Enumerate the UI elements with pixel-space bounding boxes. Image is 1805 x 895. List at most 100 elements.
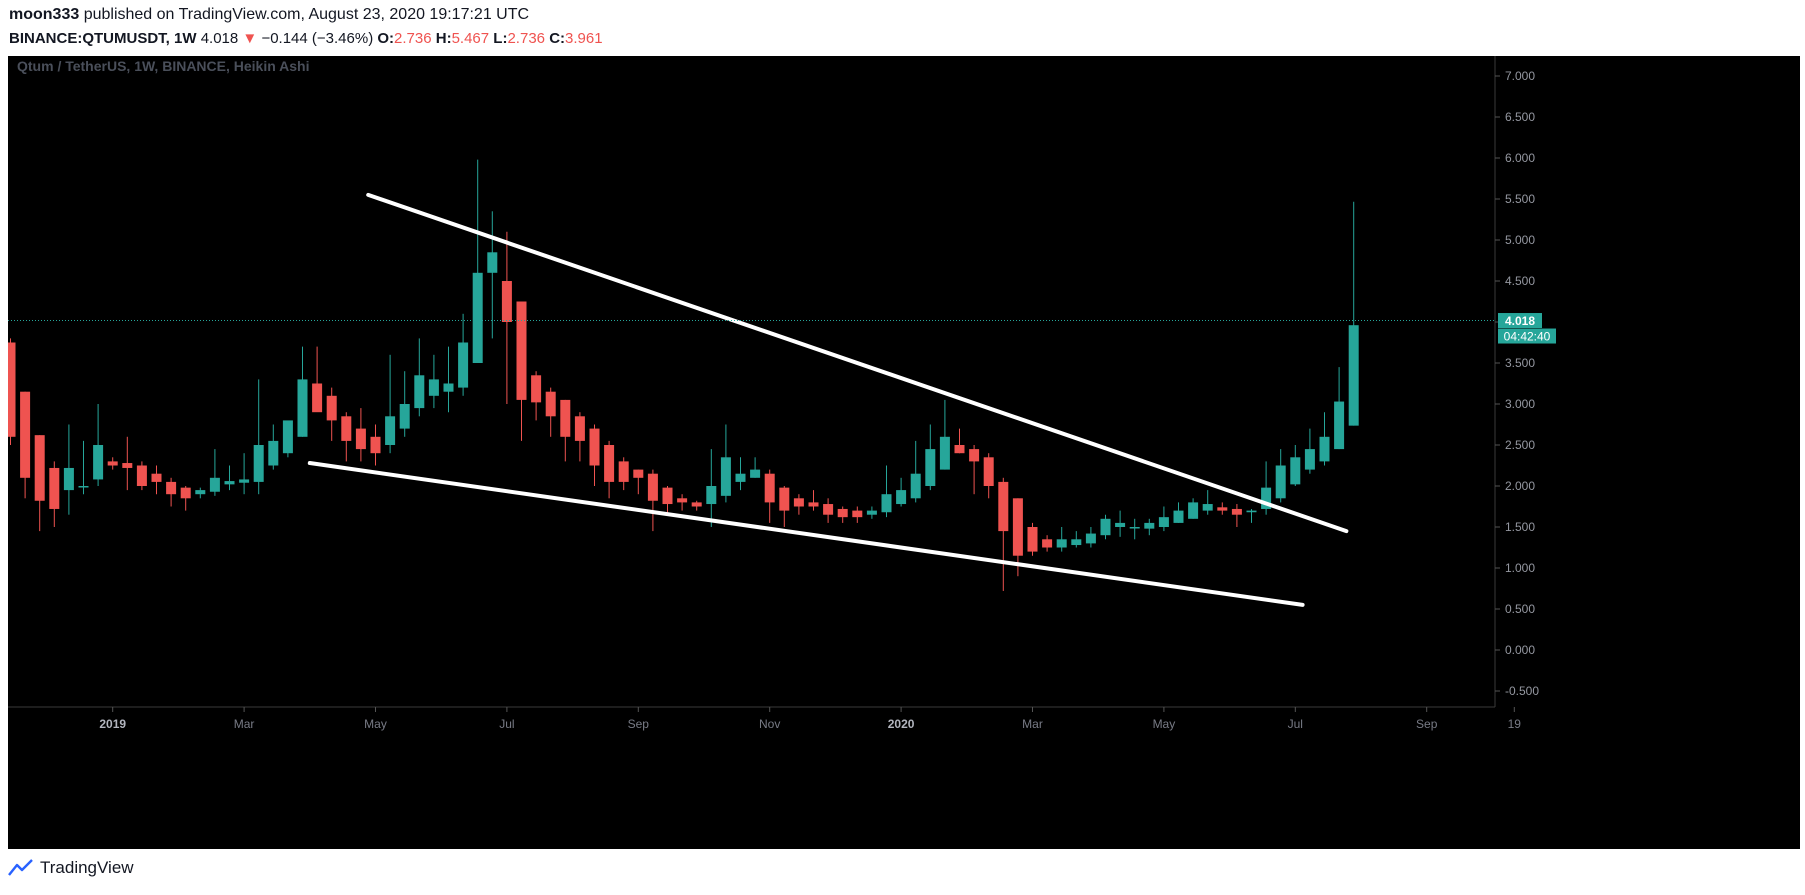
candle-body[interactable] — [472, 272, 483, 363]
candle-body[interactable] — [574, 416, 585, 441]
candle-body[interactable] — [1231, 508, 1242, 515]
candle-body[interactable] — [78, 486, 89, 488]
candle-body[interactable] — [1334, 401, 1345, 450]
candle-body[interactable] — [458, 342, 469, 388]
candle-body[interactable] — [1129, 527, 1140, 529]
candle-body[interactable] — [1100, 518, 1111, 536]
candle-body[interactable] — [122, 463, 133, 468]
candle-body[interactable] — [253, 445, 264, 482]
candle-body[interactable] — [925, 449, 936, 486]
candle-body[interactable] — [939, 436, 950, 470]
candle-body[interactable] — [297, 379, 308, 437]
candle-body[interactable] — [34, 435, 45, 501]
candle-body[interactable] — [487, 252, 498, 273]
candle-body[interactable] — [779, 487, 790, 511]
candle-body[interactable] — [282, 420, 293, 454]
candle-body[interactable] — [8, 342, 16, 437]
candle-body[interactable] — [1319, 436, 1330, 462]
candle-body[interactable] — [1158, 517, 1169, 527]
candle-body[interactable] — [1085, 533, 1096, 544]
candle-body[interactable] — [428, 379, 439, 396]
candle-body[interactable] — [691, 502, 702, 507]
candle-body[interactable] — [107, 461, 118, 466]
candle-body[interactable] — [516, 301, 527, 400]
candle-body[interactable] — [910, 473, 921, 499]
candle-body[interactable] — [180, 487, 191, 499]
candle-body[interactable] — [677, 498, 688, 503]
candle-body[interactable] — [341, 416, 352, 441]
candle-body[interactable] — [355, 428, 366, 450]
tradingview-brand[interactable]: TradingView — [40, 858, 134, 877]
candle-body[interactable] — [1042, 539, 1053, 548]
candle-body[interactable] — [1144, 522, 1155, 529]
candle-body[interactable] — [545, 391, 556, 417]
candle-body[interactable] — [1275, 465, 1286, 499]
candle-body[interactable] — [793, 498, 804, 507]
candle-body[interactable] — [837, 508, 848, 518]
candle-body[interactable] — [136, 465, 147, 487]
candle-body[interactable] — [618, 461, 629, 482]
candle-body[interactable] — [969, 449, 980, 462]
candle-body[interactable] — [1056, 539, 1067, 548]
candle-body[interactable] — [326, 395, 337, 421]
candle-body[interactable] — [764, 473, 775, 503]
candle-body[interactable] — [63, 467, 74, 491]
candle-body[interactable] — [1173, 510, 1184, 523]
candle-body[interactable] — [443, 383, 454, 392]
candle-body[interactable] — [720, 457, 731, 496]
candle-body[interactable] — [662, 487, 673, 505]
candle-body[interactable] — [633, 469, 644, 478]
candle-body[interactable] — [852, 510, 863, 518]
candle-body[interactable] — [268, 440, 279, 466]
candle-body[interactable] — [166, 481, 177, 495]
candle-body[interactable] — [531, 375, 542, 403]
symbol-name[interactable]: BINANCE:QTUMUSDT — [9, 30, 166, 47]
price-chart[interactable]: Qtum / TetherUS, 1W, BINANCE, Heikin Ash… — [8, 56, 1800, 849]
candle-body[interactable] — [20, 391, 31, 478]
candle-body[interactable] — [312, 383, 323, 413]
candle-body[interactable] — [1261, 487, 1272, 509]
candle-body[interactable] — [1217, 507, 1228, 511]
candle-body[interactable] — [998, 481, 1009, 532]
candle-body[interactable] — [1290, 457, 1301, 485]
candle-body[interactable] — [866, 510, 877, 515]
candle-body[interactable] — [750, 469, 761, 478]
candle-body[interactable] — [735, 473, 746, 482]
candle-body[interactable] — [1348, 325, 1359, 426]
candle-body[interactable] — [983, 457, 994, 486]
candle-body[interactable] — [808, 502, 819, 507]
low-value: 2.736 — [507, 30, 546, 47]
candle-body[interactable] — [954, 445, 965, 454]
candle-body[interactable] — [1012, 498, 1023, 556]
candle-body[interactable] — [370, 436, 381, 454]
candle-body[interactable] — [414, 375, 425, 409]
candle-body[interactable] — [49, 467, 60, 509]
candle-body[interactable] — [93, 445, 104, 480]
candle-body[interactable] — [209, 477, 220, 492]
lower-trendline[interactable] — [307, 461, 1305, 607]
candle-body[interactable] — [881, 494, 892, 513]
candle-body[interactable] — [501, 281, 512, 322]
candle-body[interactable] — [224, 481, 235, 485]
candle-body[interactable] — [706, 486, 717, 505]
candle-body[interactable] — [896, 490, 907, 505]
author-name[interactable]: moon333 — [9, 6, 80, 23]
candle-body[interactable] — [823, 504, 834, 515]
candle-body[interactable] — [239, 479, 250, 483]
candle-body[interactable] — [589, 428, 600, 466]
upper-trendline[interactable] — [366, 192, 1349, 534]
candle-body[interactable] — [151, 473, 162, 482]
candle-body[interactable] — [647, 473, 658, 501]
candle-body[interactable] — [1188, 502, 1199, 519]
candle-body[interactable] — [399, 404, 410, 429]
candle-body[interactable] — [385, 416, 396, 445]
candle-body[interactable] — [604, 445, 615, 482]
candle-body[interactable] — [195, 490, 206, 495]
candle-body[interactable] — [1115, 522, 1126, 527]
candle-body[interactable] — [1071, 539, 1082, 546]
candle-body[interactable] — [1027, 527, 1038, 552]
candle-body[interactable] — [1304, 449, 1315, 470]
candle-body[interactable] — [1202, 504, 1213, 511]
candle-body[interactable] — [560, 399, 571, 437]
candle-body[interactable] — [1246, 510, 1257, 513]
